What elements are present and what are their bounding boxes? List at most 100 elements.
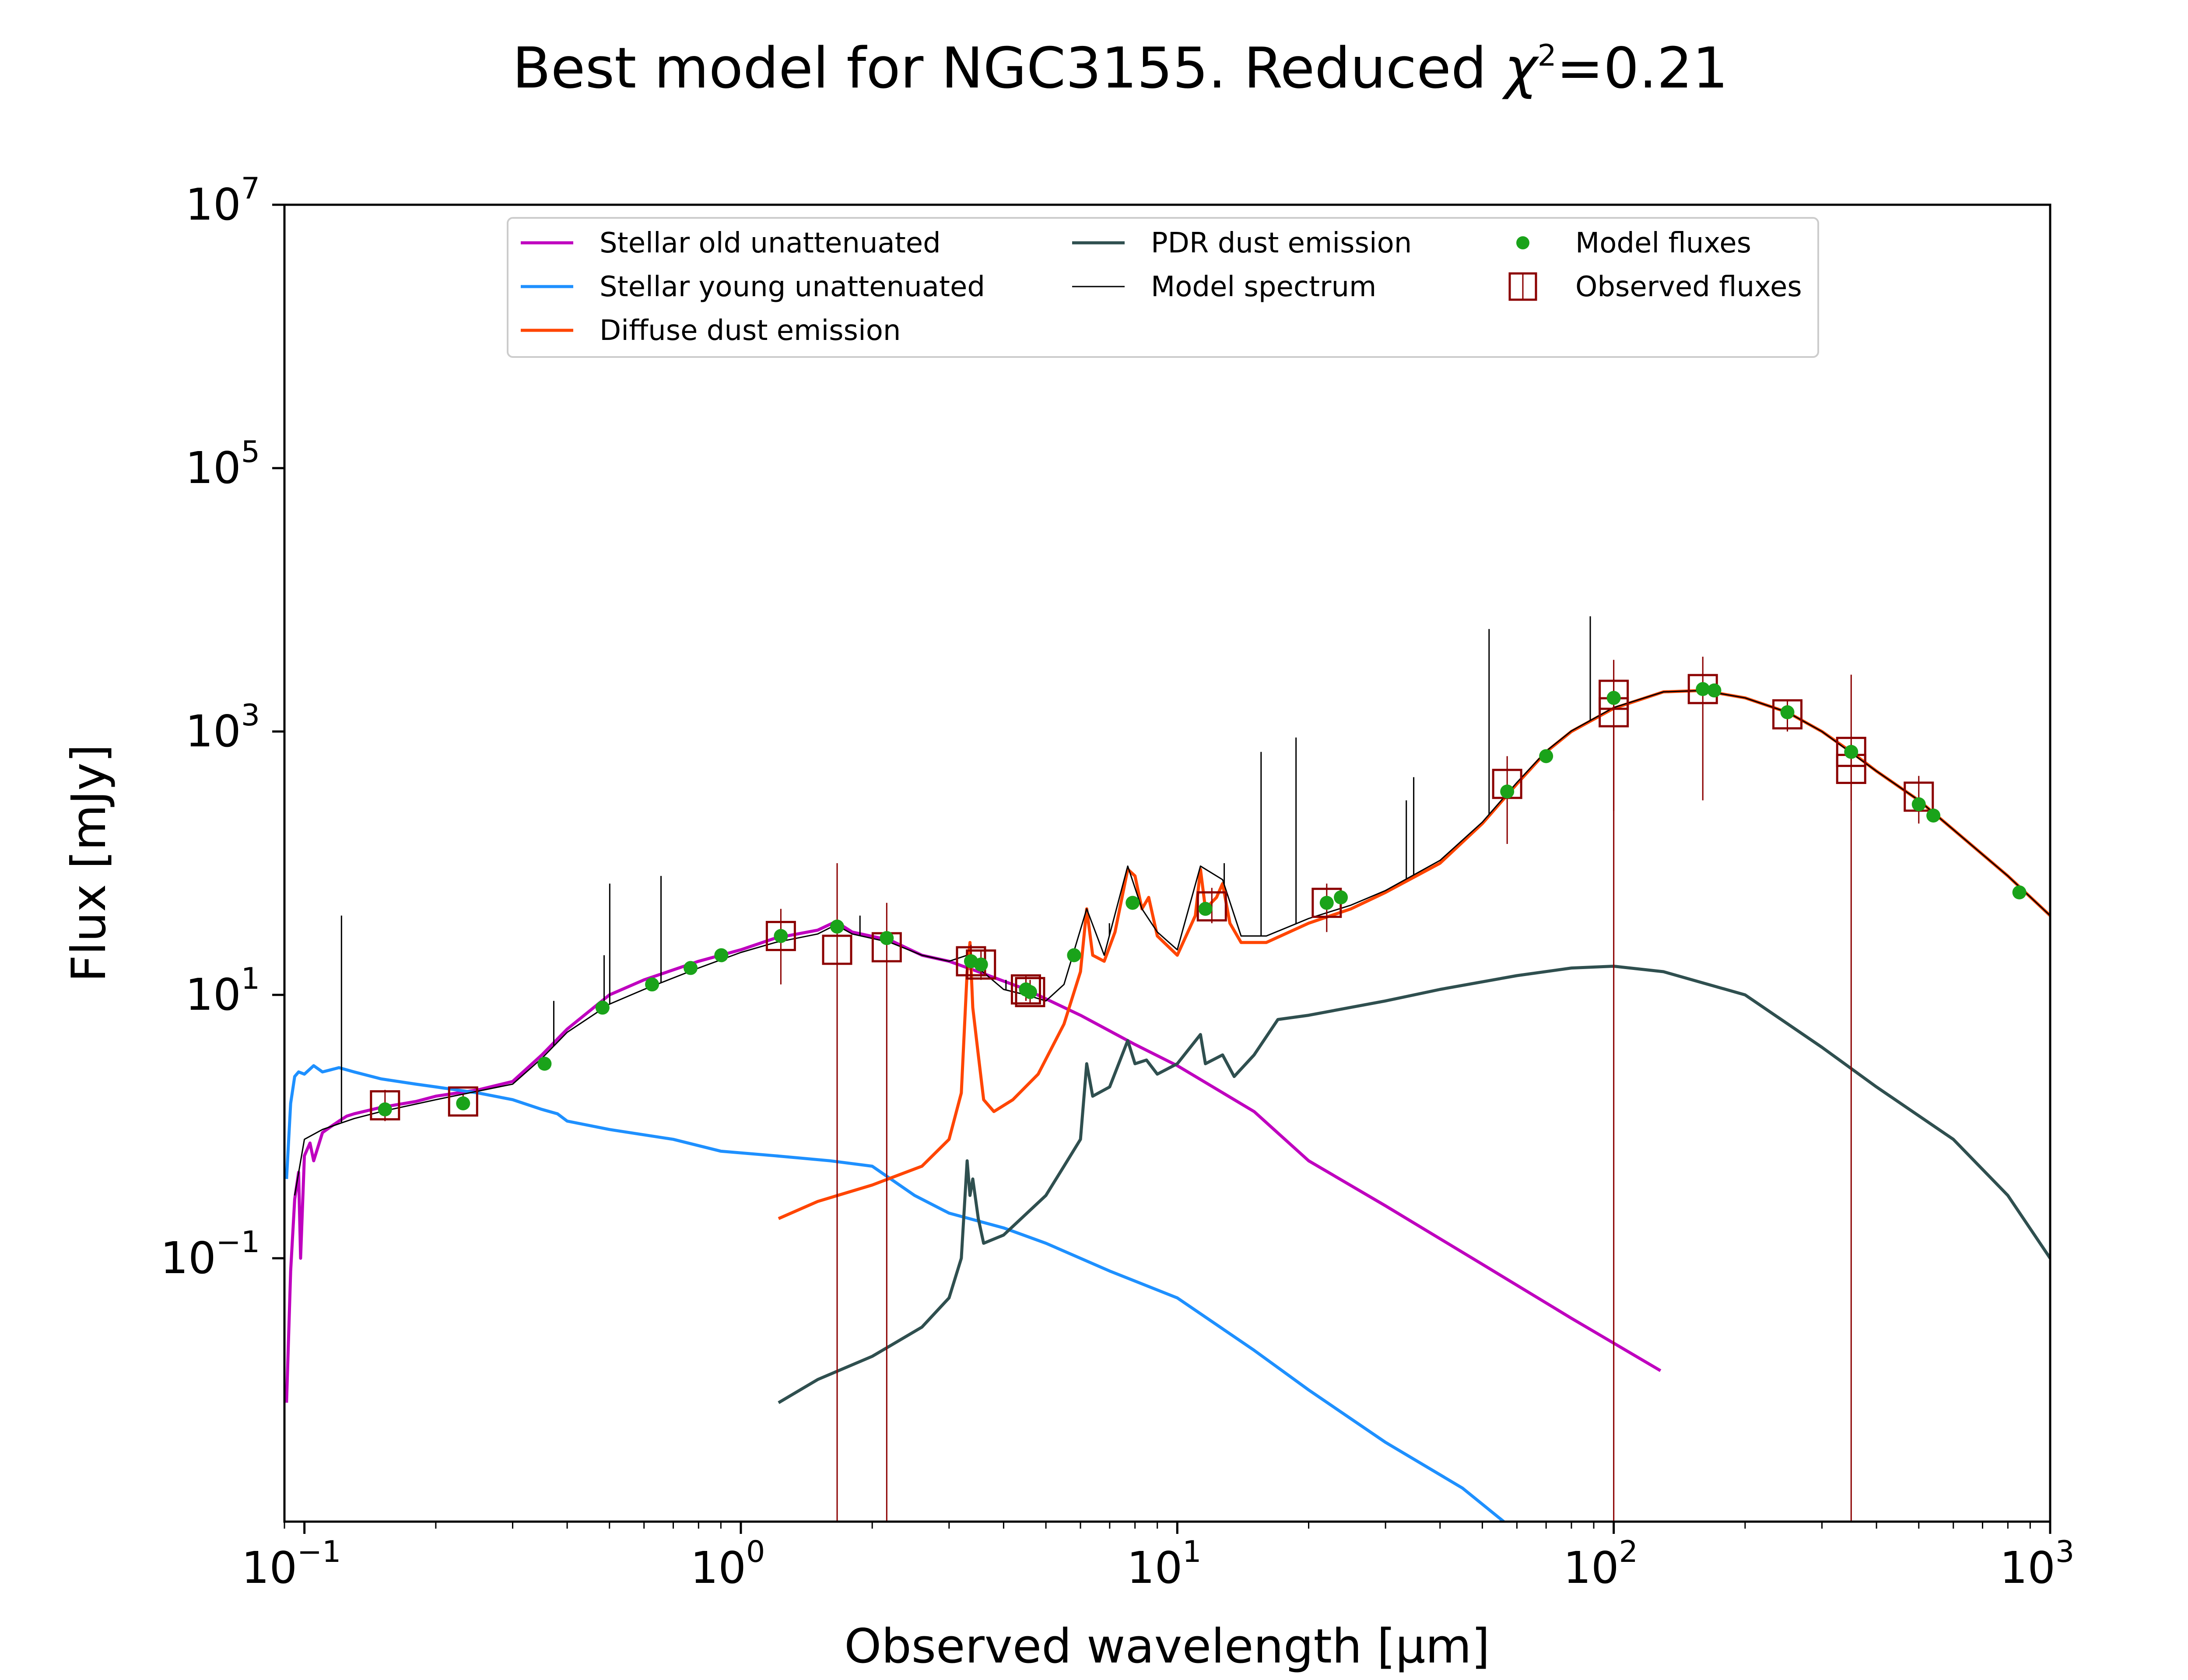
model-flux-marker	[378, 1102, 392, 1116]
y-tick-base: 10	[185, 179, 241, 230]
chart-title-main: Best model for NGC3155. Reduced	[512, 36, 1504, 101]
model-flux-marker	[1707, 683, 1722, 698]
x-axis-label: Observed wavelength [μm]	[844, 1619, 1490, 1674]
model-flux-marker	[974, 957, 988, 972]
model-flux-marker	[1319, 896, 1334, 910]
chart-title-value: =0.21	[1557, 36, 1728, 101]
model-flux-marker	[2012, 885, 2027, 900]
legend-entry-stellar-old-unattenuated: Stellar old unattenuated	[521, 227, 941, 259]
chart-title-chi-sup: 2	[1538, 38, 1557, 73]
model-flux-marker	[537, 1057, 552, 1071]
x-tick-base: 10	[1127, 1542, 1182, 1593]
x-tick-label: 10−1	[242, 1535, 341, 1593]
model-flux-marker	[595, 1001, 610, 1015]
model-flux-marker	[830, 919, 845, 934]
legend-entry-stellar-young-unattenuated: Stellar young unattenuated	[521, 271, 985, 303]
legend-entry-diffuse-dust-emission: Diffuse dust emission	[521, 315, 901, 347]
chart-title-chi: χ	[1502, 36, 1539, 101]
model-flux-marker	[880, 931, 894, 945]
y-tick-exp: 3	[241, 698, 260, 733]
model-flux-marker	[774, 929, 788, 943]
legend-entry-pdr-dust-emission: PDR dust emission	[1072, 227, 1412, 259]
model-flux-marker	[456, 1096, 470, 1110]
legend-label: Stellar old unattenuated	[600, 227, 941, 259]
legend-label: Stellar young unattenuated	[600, 271, 985, 303]
marker-layer	[370, 674, 2027, 1120]
observed-flux-marker	[822, 934, 852, 965]
legend-label: PDR dust emission	[1151, 227, 1412, 259]
observed-flux-marker	[1010, 974, 1041, 1005]
y-tick-label: 107	[185, 172, 260, 230]
model-flux-marker	[1126, 896, 1140, 910]
model-flux-marker	[1500, 784, 1515, 799]
model-flux-marker	[1539, 749, 1553, 763]
y-tick-base: 10	[185, 706, 241, 757]
observed-flux-marker	[370, 1090, 400, 1120]
series-stellar-old-unattenuated	[285, 920, 1662, 1403]
x-tick-exp: −1	[297, 1535, 341, 1569]
model-flux-marker	[1696, 682, 1710, 696]
y-tick-exp: 7	[241, 172, 260, 206]
legend-label: Model spectrum	[1151, 271, 1376, 303]
x-tick-base: 10	[242, 1542, 297, 1593]
model-flux-marker	[645, 977, 659, 992]
model-flux-marker	[714, 948, 729, 962]
model-flux-marker	[1780, 705, 1795, 720]
y-axis-label: Flux [mJy]	[62, 744, 116, 982]
y-tick-label: 103	[185, 698, 260, 757]
legend-frame	[507, 217, 1819, 358]
observed-flux-marker	[1196, 891, 1227, 922]
x-tick-exp: 2	[1619, 1535, 1638, 1569]
legend-swatch	[1516, 236, 1529, 249]
legend: Stellar old unattenuated Stellar young un…	[507, 217, 1819, 358]
legend-label: Diffuse dust emission	[600, 315, 901, 347]
observed-flux-marker	[765, 920, 796, 951]
series-stellar-young-unattenuated	[285, 1064, 1505, 1522]
emission-lines	[340, 616, 1591, 1123]
y-tick-exp: 5	[241, 435, 260, 469]
y-tick-base: 10	[185, 442, 241, 494]
x-tick-base: 10	[1563, 1542, 1619, 1593]
model-flux-marker	[1067, 948, 1081, 962]
y-tick-base: 10	[161, 1232, 216, 1284]
observed-flux-marker	[1772, 699, 1803, 730]
y-tick-label: 105	[185, 435, 260, 494]
legend-entry-model-fluxes: Model fluxes	[1516, 227, 1751, 259]
model-flux-marker	[1334, 890, 1348, 905]
model-flux-marker	[1606, 691, 1621, 705]
observed-flux-marker	[1015, 977, 1045, 1008]
x-tick-exp: 1	[1182, 1535, 1201, 1569]
x-tick-exp: 3	[2055, 1535, 2074, 1569]
y-tick-exp: −1	[216, 1225, 260, 1260]
model-flux-marker	[1023, 985, 1037, 999]
chart-title: Best model for NGC3155. Reduced χ2=0.21	[512, 36, 1728, 101]
series-pdr-dust-emission	[778, 965, 2050, 1404]
model-flux-marker	[684, 961, 698, 975]
legend-label: Model fluxes	[1575, 227, 1751, 259]
model-flux-marker	[1911, 797, 1926, 812]
x-tick-base: 10	[691, 1542, 746, 1593]
model-flux-marker	[1844, 745, 1858, 759]
plot-frame	[283, 203, 2051, 1523]
x-tick-label: 101	[1127, 1535, 1202, 1593]
x-tick-base: 10	[2000, 1542, 2055, 1593]
observed-flux-marker	[1599, 679, 1629, 710]
observed-flux-marker	[448, 1086, 478, 1117]
x-tick-exp: 0	[746, 1535, 765, 1569]
x-tick-label: 103	[2000, 1535, 2075, 1593]
series-model-spectrum	[294, 690, 2050, 1196]
observed-flux-marker	[1836, 737, 1866, 767]
model-flux-marker	[1198, 902, 1213, 916]
y-tick-exp: 1	[241, 962, 260, 996]
x-tick-label: 100	[691, 1535, 765, 1593]
legend-entry-model-spectrum: Model spectrum	[1072, 271, 1376, 303]
legend-entry-observed-fluxes: Observed fluxes	[1508, 271, 1802, 303]
model-flux-marker	[1926, 808, 1941, 823]
legend-label: Observed fluxes	[1575, 271, 1802, 303]
x-tick-label: 102	[1563, 1535, 1638, 1593]
y-tick-base: 10	[185, 969, 241, 1020]
y-tick-label: 10−1	[161, 1225, 260, 1284]
